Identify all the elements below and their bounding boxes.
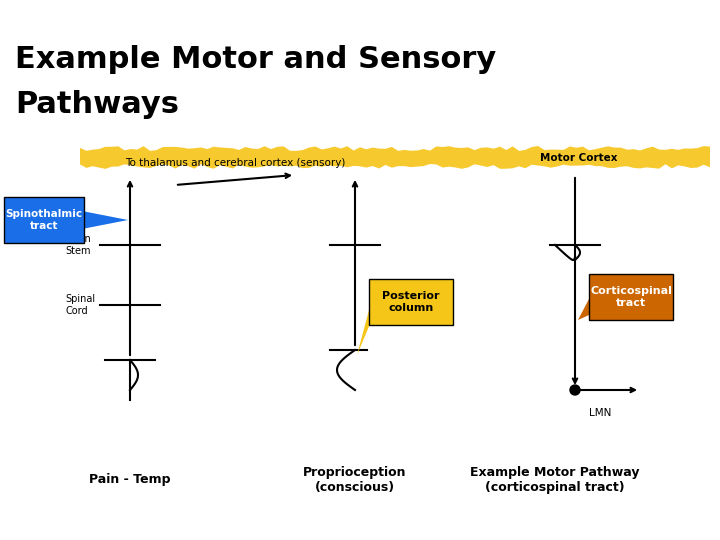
Text: Spinothalmic
tract: Spinothalmic tract [6,209,83,231]
Polygon shape [578,297,590,320]
Text: Example Motor Pathway
(corticospinal tract): Example Motor Pathway (corticospinal tra… [470,466,640,494]
Text: Pathways: Pathways [15,90,179,119]
Text: Pain - Temp: Pain - Temp [89,474,171,487]
Polygon shape [80,146,710,169]
Polygon shape [357,306,370,355]
Polygon shape [83,211,128,229]
Circle shape [570,385,580,395]
Text: Example Motor and Sensory: Example Motor and Sensory [15,45,496,74]
Text: Corticospinal
tract: Corticospinal tract [590,286,672,308]
Text: To thalamus and cerebral cortex (sensory): To thalamus and cerebral cortex (sensory… [125,158,345,168]
Text: Proprioception
(conscious): Proprioception (conscious) [303,466,407,494]
FancyBboxPatch shape [589,274,673,320]
Text: Motor Cortex: Motor Cortex [540,153,618,163]
Text: LMN: LMN [589,408,611,418]
Text: Posterior
column: Posterior column [382,291,440,313]
Text: Brain
Stem: Brain Stem [65,234,91,256]
FancyBboxPatch shape [4,197,84,243]
FancyBboxPatch shape [369,279,453,325]
Text: Spinal
Cord: Spinal Cord [65,294,95,316]
